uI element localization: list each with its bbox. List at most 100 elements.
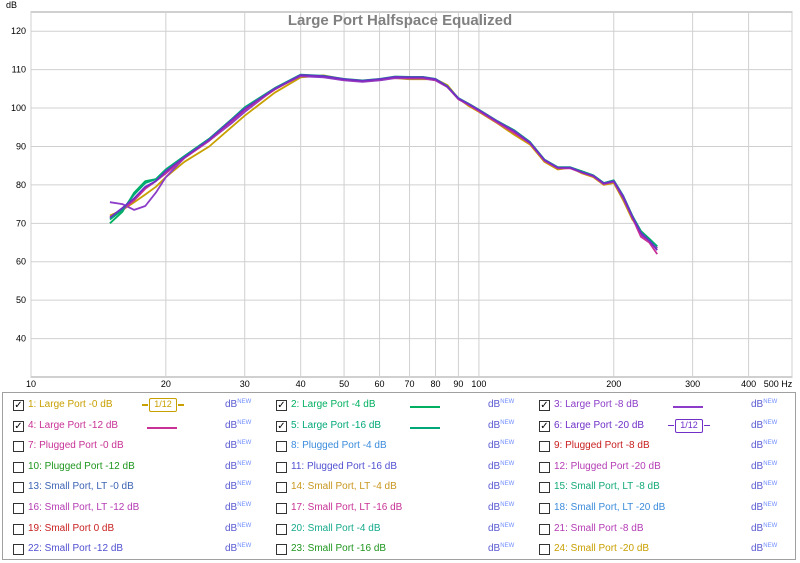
- legend-line-swatch: [147, 426, 177, 429]
- legend-checkbox[interactable]: ✓: [276, 420, 287, 432]
- legend-checkbox[interactable]: [13, 544, 24, 556]
- legend-checkbox[interactable]: [276, 482, 287, 494]
- legend-unit-label[interactable]: dBNEW: [225, 399, 252, 410]
- legend-item[interactable]: 22: Small Port -12 dB dBNEW: [7, 540, 269, 560]
- legend-item[interactable]: 18: Small Port, LT -20 dB dBNEW: [533, 499, 795, 519]
- legend-unit-label[interactable]: dBNEW: [225, 522, 252, 534]
- legend-checkbox[interactable]: [13, 461, 24, 473]
- chart-title: Large Port Halfspace Equalized: [288, 12, 512, 29]
- legend-item[interactable]: 23: Small Port -16 dB dBNEW: [270, 540, 532, 560]
- legend-item-label: 10: Plugged Port -12 dB: [28, 460, 135, 472]
- legend-unit-label[interactable]: dBNEW: [751, 399, 778, 410]
- smoothing-badge[interactable]: 1/12: [668, 418, 710, 433]
- legend-item[interactable]: 14: Small Port, LT -4 dB dBNEW: [270, 478, 532, 498]
- legend-unit-label[interactable]: dBNEW: [751, 522, 778, 534]
- legend-checkbox[interactable]: ✓: [13, 400, 24, 411]
- legend-checkbox[interactable]: [276, 523, 287, 535]
- legend-checkbox[interactable]: [13, 523, 24, 535]
- legend-checkbox[interactable]: [276, 461, 287, 473]
- legend-unit-new-tag: NEW: [237, 460, 252, 467]
- legend-unit-new-tag: NEW: [500, 399, 515, 405]
- legend-unit-label[interactable]: dBNEW: [751, 460, 778, 472]
- legend-item[interactable]: 15: Small Port, LT -8 dB dBNEW: [533, 478, 795, 498]
- legend-unit-label[interactable]: dBNEW: [225, 440, 252, 452]
- legend-unit-label[interactable]: dBNEW: [751, 440, 778, 452]
- legend-item[interactable]: 10: Plugged Port -12 dB dBNEW: [7, 458, 269, 478]
- x-tick-label: 20: [161, 379, 171, 389]
- legend-item[interactable]: 16: Small Port, LT -12 dB dBNEW: [7, 499, 269, 519]
- legend-item[interactable]: ✓ 2: Large Port -4 dB dBNEW: [270, 396, 532, 416]
- y-tick-label: 100: [11, 103, 26, 113]
- legend-item[interactable]: 11: Plugged Port -16 dB dBNEW: [270, 458, 532, 478]
- legend-unit-label[interactable]: dBNEW: [225, 460, 252, 472]
- y-axis-unit-label: dB: [6, 0, 17, 10]
- legend-item[interactable]: ✓ 4: Large Port -12 dB dBNEW: [7, 417, 269, 437]
- smoothing-badge[interactable]: 1/12: [142, 398, 184, 412]
- legend-item[interactable]: 13: Small Port, LT -0 dB dBNEW: [7, 478, 269, 498]
- legend-row: ✓ 4: Large Port -12 dB dBNEW ✓ 5: Large Port…: [3, 417, 795, 437]
- legend-unit-label[interactable]: dBNEW: [751, 502, 778, 513]
- legend-unit-label[interactable]: dBNEW: [225, 481, 252, 493]
- legend-unit-label[interactable]: dBNEW: [751, 543, 778, 555]
- legend-checkbox[interactable]: [276, 503, 287, 514]
- legend-unit-label[interactable]: dBNEW: [225, 543, 252, 555]
- legend-item[interactable]: ✓ 5: Large Port -16 dB dBNEW: [270, 417, 532, 437]
- legend-unit-new-tag: NEW: [763, 502, 778, 508]
- legend-item-label: 23: Small Port -16 dB: [291, 543, 387, 555]
- x-tick-label: 30: [240, 379, 250, 389]
- legend-panel: ✓ 1: Large Port -0 dB 1/12 dBNEW ✓ 2: Large P…: [2, 392, 796, 560]
- legend-item-label: 2: Large Port -4 dB: [291, 399, 376, 410]
- legend-item[interactable]: 24: Small Port -20 dB dBNEW: [533, 540, 795, 560]
- legend-checkbox[interactable]: [539, 503, 550, 514]
- legend-checkbox[interactable]: ✓: [539, 400, 550, 411]
- legend-checkbox[interactable]: [13, 503, 24, 514]
- legend-item[interactable]: 19: Small Port 0 dB dBNEW: [7, 520, 269, 540]
- legend-unit-label[interactable]: dBNEW: [225, 502, 252, 513]
- legend-checkbox[interactable]: [276, 441, 287, 453]
- legend-unit-new-tag: NEW: [237, 440, 252, 447]
- legend-checkbox[interactable]: ✓: [13, 420, 24, 432]
- legend-checkbox[interactable]: [539, 544, 550, 556]
- legend-checkbox[interactable]: [13, 482, 24, 494]
- legend-row: 19: Small Port 0 dB dBNEW 20: Small Port -…: [3, 520, 795, 540]
- legend-checkbox[interactable]: ✓: [539, 420, 550, 432]
- legend-row: ✓ 1: Large Port -0 dB 1/12 dBNEW ✓ 2: Large P…: [3, 396, 795, 416]
- legend-unit-label[interactable]: dBNEW: [751, 419, 778, 431]
- legend-unit-label[interactable]: dBNEW: [488, 440, 515, 452]
- legend-row: 22: Small Port -12 dB dBNEW 23: Small Port…: [3, 540, 795, 560]
- legend-unit-new-tag: NEW: [763, 481, 778, 488]
- legend-item[interactable]: ✓ 1: Large Port -0 dB 1/12 dBNEW: [7, 396, 269, 416]
- legend-unit-label[interactable]: dBNEW: [488, 419, 515, 431]
- legend-item-label: 17: Small Port, LT -16 dB: [291, 502, 403, 513]
- legend-checkbox[interactable]: [539, 523, 550, 535]
- legend-unit-label[interactable]: dBNEW: [751, 481, 778, 493]
- legend-unit-label[interactable]: dBNEW: [488, 399, 515, 410]
- legend-item-label: 13: Small Port, LT -0 dB: [28, 481, 134, 493]
- legend-unit-label[interactable]: dBNEW: [488, 522, 515, 534]
- legend-checkbox[interactable]: ✓: [276, 400, 287, 411]
- legend-unit-label[interactable]: dBNEW: [225, 419, 252, 431]
- legend-item-label: 8: Plugged Port -4 dB: [291, 440, 387, 452]
- legend-item[interactable]: 9: Plugged Port -8 dB dBNEW: [533, 437, 795, 457]
- legend-item[interactable]: 21: Small Port -8 dB dBNEW: [533, 520, 795, 540]
- legend-item[interactable]: 8: Plugged Port -4 dB dBNEW: [270, 437, 532, 457]
- legend-item[interactable]: ✓ 3: Large Port -8 dB dBNEW: [533, 396, 795, 416]
- legend-checkbox[interactable]: [13, 441, 24, 453]
- legend-unit-label[interactable]: dBNEW: [488, 460, 515, 472]
- legend-item[interactable]: ✓ 6: Large Port -20 dB 1/12 dBNEW: [533, 417, 795, 437]
- legend-unit-label[interactable]: dBNEW: [488, 543, 515, 555]
- legend-item-label: 7: Plugged Port -0 dB: [28, 440, 124, 452]
- legend-item[interactable]: 20: Small Port -4 dB dBNEW: [270, 520, 532, 540]
- legend-checkbox[interactable]: [539, 441, 550, 453]
- legend-item[interactable]: 17: Small Port, LT -16 dB dBNEW: [270, 499, 532, 519]
- legend-checkbox[interactable]: [539, 482, 550, 494]
- legend-item-label: 4: Large Port -12 dB: [28, 419, 119, 431]
- y-axis-ticks: 40 50 60 70 80 90 100 110 120: [11, 26, 26, 343]
- legend-unit-label[interactable]: dBNEW: [488, 502, 515, 513]
- legend-checkbox[interactable]: [276, 544, 287, 556]
- legend-item[interactable]: 7: Plugged Port -0 dB dBNEW: [7, 437, 269, 457]
- legend-unit-label[interactable]: dBNEW: [488, 481, 515, 493]
- grid-lines: [30, 12, 793, 377]
- legend-checkbox[interactable]: [539, 461, 550, 473]
- legend-item[interactable]: 12: Plugged Port -20 dB dBNEW: [533, 458, 795, 478]
